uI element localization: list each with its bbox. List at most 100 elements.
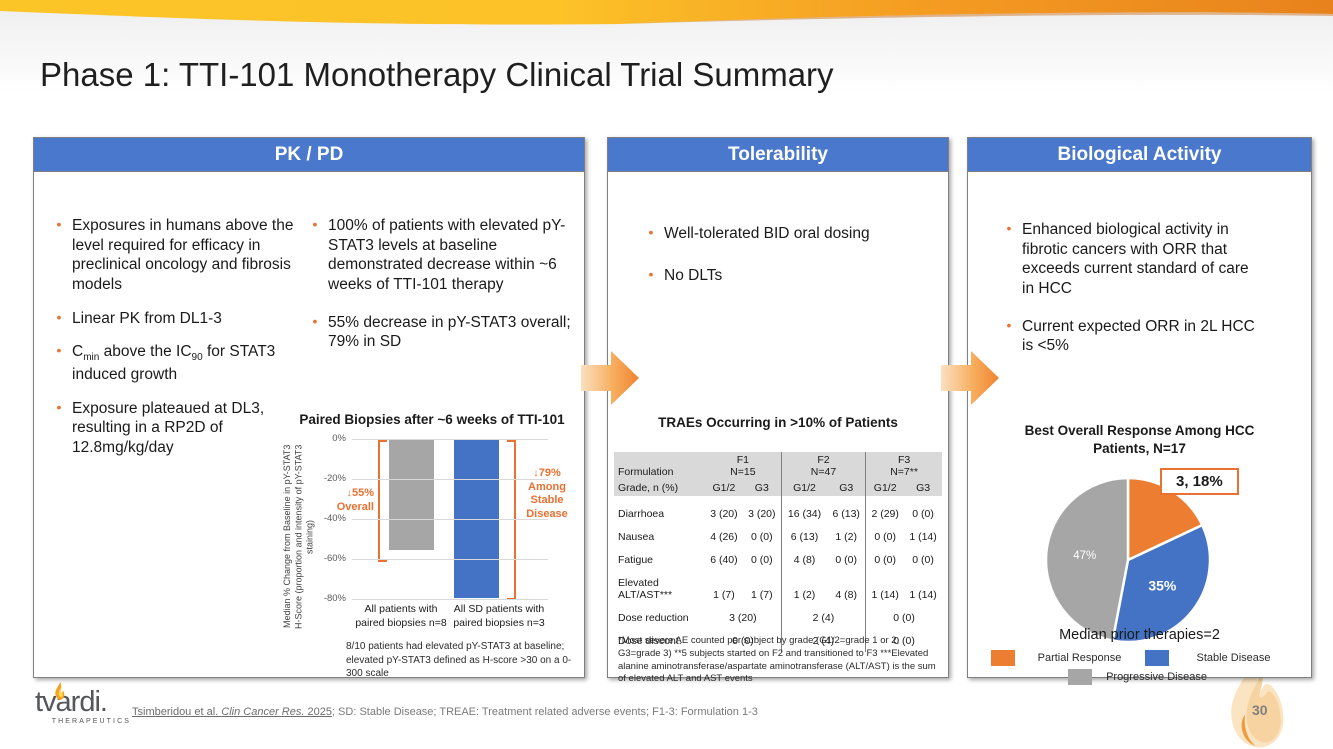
table-cell: 3 (20) xyxy=(710,508,738,520)
panel-pkpd-body: • Exposures in humans above the level re… xyxy=(34,172,584,679)
gridline xyxy=(352,478,548,480)
reference-link[interactable]: Tsimberidou et al. Clin Cancer Res. 2025 xyxy=(132,706,332,718)
list-item: • 55% decrease in pY-STAT3 overall; 79% … xyxy=(302,313,578,352)
x-label-all-patients: All patients with paired biopsies n=8 xyxy=(355,602,447,629)
stable-disease-swatch xyxy=(1144,650,1169,666)
cmin-subscript: min xyxy=(83,352,100,364)
table-header-cell: G3 xyxy=(827,480,866,496)
table-header-cell: Grade, n (%) xyxy=(614,480,705,496)
bullet-icon: • xyxy=(1006,316,1012,333)
pie-slice-progressive-disease xyxy=(1044,476,1130,642)
panel-biological-activity: Biological Activity • Enhanced biologica… xyxy=(967,137,1312,685)
list-item: • Exposures in humans above the level re… xyxy=(46,216,298,295)
logo-flame-icon xyxy=(55,682,65,700)
legend-row: Progressive Disease xyxy=(968,669,1311,685)
table-cell: 2 (4) xyxy=(780,606,866,629)
bullet-text: Cmin above the IC90 for STAT3 induced gr… xyxy=(72,342,298,384)
table-header-cell: F2 N=47 xyxy=(780,452,866,480)
list-item: • No DLTs xyxy=(638,266,908,286)
table-header-cell: G1/2 xyxy=(780,480,828,496)
bracket-right xyxy=(507,439,516,600)
bar-all-patients xyxy=(389,439,434,550)
panel-tolerability-header: Tolerability xyxy=(608,138,948,172)
panel-pkpd-header: PK / PD xyxy=(34,138,584,172)
reference-journal: Clin Cancer Res. xyxy=(221,706,305,718)
list-item: • Well-tolerated BID oral dosing xyxy=(638,224,908,244)
flow-arrow-right-icon xyxy=(581,351,639,405)
trae-table-footnote: *Most severe AE counted per subject by g… xyxy=(618,635,936,685)
legend-label-progressive-disease: Progressive Disease xyxy=(1106,671,1207,683)
gridline xyxy=(352,438,548,440)
table-header-cell: G1/2 xyxy=(705,480,743,496)
table-cell: 1 (7) xyxy=(713,589,735,601)
bracket-left xyxy=(378,439,387,562)
table-row: Fatigue 6 (40) 0 (0) 4 (8) 0 (0) 0 (0) 0 (0) xyxy=(614,548,942,571)
flame-watermark-icon xyxy=(1231,655,1284,748)
bullet-icon: • xyxy=(648,265,654,282)
table-cell: 3 (20) xyxy=(748,508,776,520)
reference-abbreviations: ; SD: Stable Disease; TREAE: Treatment r… xyxy=(331,706,758,718)
flow-arrow-right-icon xyxy=(941,351,999,405)
list-item: • Cmin above the IC90 for STAT3 induced … xyxy=(46,342,298,384)
table-header-cell: G3 xyxy=(904,480,942,496)
table-cell: 4 (8) xyxy=(780,548,828,571)
legend-label-stable-disease: Stable Disease xyxy=(1196,652,1271,664)
table-cell: 0 (0) xyxy=(865,525,905,548)
table-header-cell: G3 xyxy=(742,480,782,496)
bullet-icon: • xyxy=(1006,220,1012,236)
bullet-text: Well-tolerated BID oral dosing xyxy=(664,225,870,242)
y-tick-label: -80% xyxy=(323,592,346,604)
panel-pkpd: PK / PD • Exposures in humans above the … xyxy=(33,137,585,679)
pie-slice-stable-disease xyxy=(1111,523,1212,644)
table-cell: 0 (0) xyxy=(865,606,942,629)
table-cell: Elevated ALT/AST*** xyxy=(618,577,673,601)
table-header-cell: F3 N=7** xyxy=(865,452,942,480)
table-cell: Nausea xyxy=(618,531,655,543)
gridline xyxy=(352,598,548,600)
table-cell: 2 (4) xyxy=(780,629,866,652)
table-row: Dose discont. 0 (0) 2 (4) 0 (0) xyxy=(614,629,942,652)
y-tick-label: -40% xyxy=(323,512,346,524)
progressive-disease-swatch xyxy=(1067,669,1092,685)
x-label-sd-patients: All SD patients with paired biopsies n=3 xyxy=(453,602,545,629)
table-header-cell: F1 N=15 xyxy=(705,452,782,480)
bar-chart-title: Paired Biopsies after ~6 weeks of TTI-10… xyxy=(299,412,565,427)
legend-row: Partial Response Stable Disease xyxy=(968,650,1311,666)
table-row: Dose reduction 3 (20) 2 (4) 0 (0) xyxy=(614,606,942,629)
top-ribbon-banner xyxy=(0,0,1333,25)
bio-bullets: • Enhanced biological activity in fibrot… xyxy=(996,220,1284,374)
plot-area: ↓55% Overall ↓79% Among Stable Disease 0… xyxy=(324,433,568,604)
ic-subscript: 90 xyxy=(191,352,203,364)
table-cell: 6 (13) xyxy=(780,525,828,548)
bullet-text: Current expected ORR in 2L HCC is <5% xyxy=(1022,317,1255,355)
bar-chart: Paired Biopsies after ~6 weeks of TTI-10… xyxy=(282,412,582,681)
y-axis-label: Median % Change from Baseline in pY-STAT… xyxy=(282,444,315,629)
cmin-text: C xyxy=(72,343,84,361)
panel-tolerability-body: • Well-tolerated BID oral dosing • No DL… xyxy=(608,172,948,684)
bullet-text: Linear PK from DL1-3 xyxy=(72,309,222,327)
pkpd-right-column: • 100% of patients with elevated pY-STAT… xyxy=(302,216,578,370)
table-cell: 1 (14) xyxy=(909,531,937,543)
table-cell: 2 (29) xyxy=(865,496,905,525)
stat3-text: for STAT3 induced growth xyxy=(72,343,276,384)
ic-text: above the IC xyxy=(99,343,192,361)
tvardi-wordmark: tvardi. xyxy=(35,686,108,718)
panel-biological-activity-body: • Enhanced biological activity in fibrot… xyxy=(968,172,1311,685)
bullet-text: 100% of patients with elevated pY-STAT3 … xyxy=(328,217,566,294)
pie-chart-title: Best Overall Response Among HCC Patients… xyxy=(968,422,1311,457)
median-therapies-note: Median prior therapies=2 xyxy=(1059,627,1220,643)
footer-reference: Tsimberidou et al. Clin Cancer Res. 2025… xyxy=(132,706,758,718)
table-cell: 1 (14) xyxy=(865,571,905,606)
table-row: Nausea 4 (26) 0 (0) 6 (13) 1 (2) 0 (0) 1 (14) xyxy=(614,525,942,548)
page-number: 30 xyxy=(1252,702,1268,718)
bullet-icon: • xyxy=(56,398,62,415)
bullet-icon: • xyxy=(56,216,62,232)
pie-chart: 35% 47% xyxy=(1044,476,1212,644)
bullet-icon: • xyxy=(312,312,318,329)
tvardi-logo: tvardi. THERAPEUTICS xyxy=(35,682,131,725)
table-header-cell: Formulation xyxy=(614,452,705,480)
pie-data-label: 35% xyxy=(1148,577,1177,593)
bullet-text: No DLTs xyxy=(664,266,723,284)
partial-response-swatch xyxy=(990,650,1015,666)
trae-table-wrap: Formulation F1 N=15 F2 N=47 F3 N=7** Grade, … xyxy=(614,452,942,652)
